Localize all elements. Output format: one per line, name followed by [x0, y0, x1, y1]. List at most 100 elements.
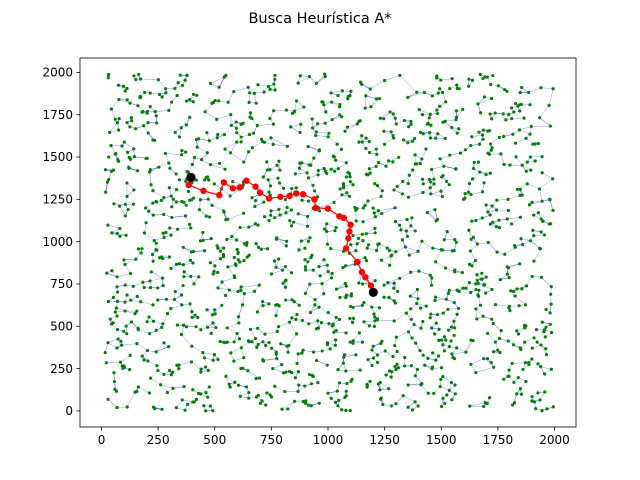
graph-node [293, 376, 297, 380]
graph-edge [493, 323, 502, 331]
graph-node [112, 379, 117, 384]
graph-edge [442, 249, 453, 252]
graph-edge [273, 109, 287, 112]
graph-node [175, 227, 180, 231]
graph-edge [539, 188, 543, 202]
x-tick-label: 1250 [369, 433, 400, 447]
graph-edge [540, 344, 547, 355]
graph-node [542, 233, 547, 237]
graph-node [403, 364, 407, 368]
graph-node [210, 203, 214, 207]
graph-edge [126, 392, 136, 408]
graph-edge [176, 399, 183, 408]
graph-node [452, 301, 456, 305]
graph-node [539, 86, 543, 90]
graph-edge [515, 156, 523, 166]
graph-node [118, 226, 122, 231]
graph-node [159, 383, 163, 387]
graph-node [413, 229, 417, 233]
graph-edge [318, 307, 329, 313]
graph-node [523, 340, 527, 344]
graph-node [197, 137, 201, 141]
graph-node [307, 322, 311, 326]
graph-node [518, 109, 522, 113]
graph-node [325, 363, 329, 367]
graph-node [304, 399, 308, 403]
graph-node [428, 273, 432, 277]
graph-edge [445, 267, 455, 273]
graph-node [397, 223, 402, 227]
graph-node [477, 294, 481, 298]
graph-node [209, 237, 213, 241]
graph-edge [367, 247, 377, 251]
graph-edge [470, 243, 478, 252]
graph-node [395, 349, 399, 354]
graph-node [453, 326, 457, 330]
graph-edge [316, 76, 326, 84]
graph-edge [198, 138, 210, 142]
graph-node [413, 136, 417, 141]
graph-edge [232, 181, 244, 186]
graph-node [267, 219, 271, 223]
graph-node [445, 230, 449, 234]
graph-node [413, 153, 417, 157]
graph-node [455, 312, 459, 316]
graph-node [408, 294, 412, 298]
graph-node [343, 395, 347, 400]
graph-node [198, 239, 203, 243]
graph-edge [479, 171, 491, 174]
graph-node [120, 343, 124, 347]
graph-edge [303, 350, 314, 353]
graph-node [430, 276, 434, 280]
path-point [243, 177, 250, 184]
graph-node [180, 148, 184, 153]
graph-node [530, 200, 534, 204]
graph-node [424, 304, 428, 308]
graph-node [291, 220, 296, 224]
graph-edge [507, 195, 521, 200]
graph-node [443, 266, 448, 270]
graph-node [461, 197, 466, 201]
graph-edge [107, 399, 118, 408]
graph-edge [316, 73, 325, 84]
graph-node [164, 91, 168, 95]
graph-node [226, 100, 230, 104]
graph-node [221, 252, 226, 257]
graph-node [477, 130, 481, 134]
graph-node [169, 306, 173, 311]
graph-node [208, 261, 212, 265]
graph-node [362, 300, 366, 305]
graph-edge [138, 329, 150, 334]
graph-edge [381, 259, 390, 266]
graph-edge [296, 353, 299, 364]
graph-node [151, 213, 155, 217]
graph-node [367, 150, 372, 155]
graph-node [326, 135, 330, 139]
graph-node [549, 292, 553, 296]
graph-node [162, 212, 166, 217]
graph-node [515, 392, 519, 396]
graph-node [166, 345, 171, 349]
graph-node [457, 87, 461, 91]
graph-node [280, 407, 284, 411]
graph-node [107, 155, 111, 159]
graph-edge [155, 342, 165, 353]
graph-node [348, 409, 352, 413]
graph-node [274, 352, 278, 356]
graph-node [340, 89, 344, 93]
graph-node [239, 366, 243, 371]
graph-edge [295, 172, 308, 175]
graph-edge [117, 273, 131, 278]
graph-node [269, 209, 273, 213]
graph-node [189, 226, 193, 230]
graph-edge [430, 191, 442, 195]
graph-node [333, 343, 337, 348]
graph-edge [528, 87, 542, 93]
graph-edge [332, 116, 342, 120]
graph-node [281, 281, 285, 285]
graph-node [481, 314, 485, 318]
graph-node [339, 147, 344, 151]
graph-node [348, 94, 352, 98]
graph-node [194, 178, 198, 182]
graph-node [148, 376, 153, 380]
